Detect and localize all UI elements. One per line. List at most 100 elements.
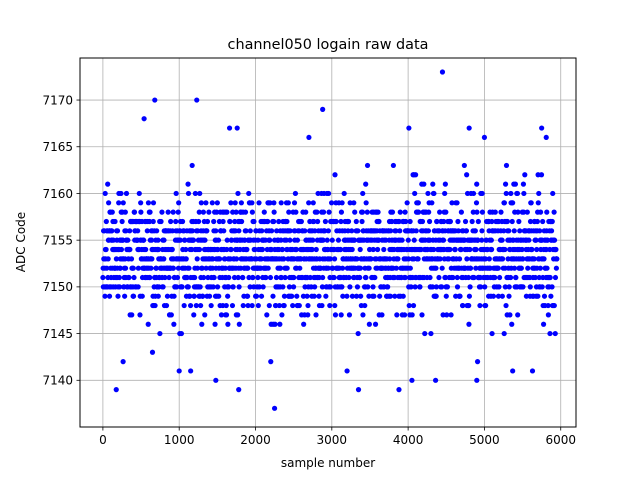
data-point [209, 200, 215, 206]
data-point [103, 246, 109, 253]
data-point [410, 302, 417, 309]
data-point [372, 321, 379, 327]
data-point [388, 228, 394, 234]
data-point [175, 209, 181, 215]
data-point [106, 200, 112, 206]
data-point [192, 190, 198, 197]
data-point [170, 265, 176, 271]
data-point [354, 284, 361, 290]
data-point [195, 218, 202, 225]
data-point [499, 256, 506, 262]
data-point [467, 265, 474, 271]
data-point [235, 274, 241, 281]
data-point [541, 293, 548, 299]
data-point [112, 218, 118, 225]
data-point [399, 237, 405, 243]
data-point [482, 256, 489, 262]
data-point [202, 237, 208, 243]
outlier-point [529, 368, 536, 374]
data-point [258, 293, 265, 299]
data-point [129, 312, 135, 318]
data-point [289, 293, 295, 299]
data-point [284, 218, 290, 225]
data-point [247, 228, 253, 234]
data-point [437, 209, 443, 215]
data-point [339, 265, 346, 271]
data-point [154, 228, 160, 234]
data-point [177, 237, 183, 243]
data-point [328, 200, 335, 206]
data-point [429, 284, 436, 290]
data-point [250, 274, 256, 281]
data-point [537, 209, 544, 215]
data-point [231, 274, 238, 281]
data-point [200, 209, 206, 215]
data-point [364, 209, 370, 215]
data-point [473, 246, 479, 253]
data-point [519, 246, 525, 253]
data-point [541, 256, 547, 262]
data-point [316, 293, 322, 299]
data-point [228, 200, 234, 206]
data-point [259, 228, 265, 234]
data-point [436, 274, 442, 281]
data-point [545, 312, 551, 318]
data-point [311, 293, 317, 299]
data-point [214, 200, 220, 206]
data-point [139, 293, 145, 299]
data-point [479, 237, 485, 243]
data-point [431, 246, 437, 253]
data-point [490, 293, 497, 299]
data-point [333, 218, 339, 225]
data-point [260, 284, 266, 290]
data-point [537, 265, 543, 271]
data-point [109, 228, 115, 234]
data-point [191, 312, 197, 318]
data-point [450, 274, 456, 281]
data-point [294, 237, 301, 243]
data-point [339, 284, 345, 290]
data-point [269, 228, 275, 234]
data-point [444, 312, 450, 318]
data-point [357, 246, 363, 253]
data-point [296, 302, 302, 309]
data-point [185, 284, 191, 290]
data-point [168, 312, 174, 318]
data-point [297, 265, 303, 271]
outlier-point [406, 125, 412, 131]
outlier-point [234, 125, 240, 131]
data-point [449, 200, 455, 206]
data-point [409, 312, 415, 318]
data-point [456, 256, 463, 262]
data-point [544, 265, 550, 271]
data-point [509, 218, 515, 225]
data-point [338, 218, 344, 225]
data-point [244, 246, 250, 253]
data-point [136, 190, 142, 197]
data-point [199, 265, 205, 271]
data-point [236, 284, 242, 290]
data-point [271, 218, 277, 225]
data-point [337, 246, 344, 253]
data-point [246, 190, 252, 197]
data-point [372, 274, 378, 281]
outlier-point [474, 377, 480, 383]
data-point [332, 172, 338, 178]
data-point [464, 172, 470, 178]
data-point [201, 274, 207, 281]
data-point [245, 265, 251, 271]
data-point [552, 274, 559, 281]
data-point [502, 181, 509, 187]
data-point [345, 228, 351, 234]
data-point [539, 284, 545, 290]
data-point [178, 330, 185, 337]
data-point [400, 293, 406, 299]
data-point [200, 293, 206, 299]
data-point [474, 181, 480, 187]
data-point [327, 302, 333, 309]
data-point [528, 200, 534, 206]
data-point [120, 200, 126, 206]
data-point [307, 274, 313, 281]
data-point [353, 218, 359, 225]
data-point [443, 293, 449, 299]
